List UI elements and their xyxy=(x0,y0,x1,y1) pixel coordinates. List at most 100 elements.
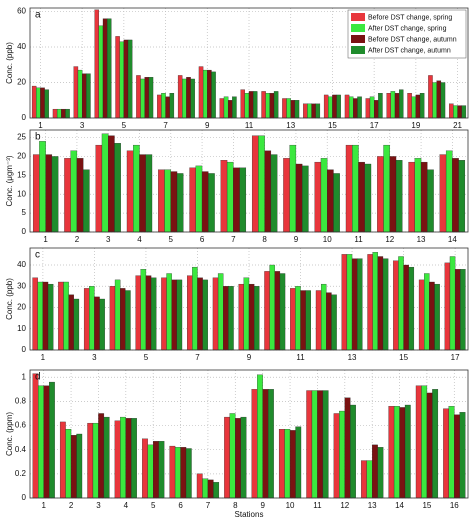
bar xyxy=(220,160,228,233)
y-tick-label: 0.6 xyxy=(15,421,27,430)
bar xyxy=(208,173,215,233)
bar xyxy=(458,160,466,233)
bar xyxy=(365,98,371,119)
bar xyxy=(32,277,38,351)
bar xyxy=(114,143,121,233)
x-tick-label: 1 xyxy=(43,235,48,244)
bar xyxy=(415,94,421,119)
bar xyxy=(418,279,425,351)
y-tick-label: 20 xyxy=(17,152,26,161)
bar xyxy=(258,135,265,233)
x-tick-label: 4 xyxy=(137,235,142,244)
bar xyxy=(306,390,313,499)
y-tick-label: 30 xyxy=(17,281,26,290)
bar xyxy=(198,66,204,119)
bar xyxy=(197,277,203,351)
bar xyxy=(182,78,187,119)
bar xyxy=(429,281,435,351)
bar xyxy=(404,404,411,499)
bar xyxy=(300,290,306,351)
bar xyxy=(386,93,391,119)
bar xyxy=(161,277,167,351)
y-tick-label: 5 xyxy=(22,208,27,217)
x-tick-label: 5 xyxy=(122,121,127,130)
bar xyxy=(140,269,147,351)
x-tick-label: 7 xyxy=(195,353,200,362)
bar xyxy=(65,108,70,119)
bar xyxy=(322,390,329,499)
bar xyxy=(415,385,422,499)
y-tick-label: 1 xyxy=(22,372,27,381)
bar xyxy=(228,286,234,351)
y-tick-label: 10 xyxy=(17,324,26,333)
bar xyxy=(227,100,233,119)
bar xyxy=(63,281,69,351)
bar xyxy=(213,482,220,499)
bar xyxy=(389,156,397,233)
x-tick-label: 21 xyxy=(453,121,462,130)
x-tick-label: 10 xyxy=(323,235,332,244)
bar xyxy=(294,100,300,119)
bar xyxy=(101,133,109,233)
bar xyxy=(339,410,345,499)
bar xyxy=(378,93,383,119)
x-tick-label: 14 xyxy=(448,235,457,244)
bar xyxy=(40,87,45,119)
bar xyxy=(131,418,137,499)
bar xyxy=(43,385,50,499)
bar xyxy=(240,89,245,119)
bar xyxy=(240,416,247,499)
bar xyxy=(177,75,183,119)
x-tick-label: 16 xyxy=(450,501,459,510)
bar xyxy=(58,281,64,351)
bar xyxy=(311,390,318,499)
bar xyxy=(269,264,275,351)
plot-frame xyxy=(29,369,469,499)
bar xyxy=(419,93,425,119)
bar xyxy=(333,173,340,233)
bar xyxy=(399,407,406,499)
bar xyxy=(377,256,384,351)
bar xyxy=(176,173,184,233)
x-tick-label: 13 xyxy=(368,501,377,510)
x-tick-label: 3 xyxy=(92,353,97,362)
bar xyxy=(295,426,302,499)
bar xyxy=(268,389,274,499)
bar xyxy=(357,258,363,351)
bar xyxy=(107,18,112,119)
bar xyxy=(56,108,62,119)
x-tick-label: 13 xyxy=(348,353,357,362)
bar xyxy=(142,438,148,499)
bar xyxy=(202,69,208,119)
bar xyxy=(290,100,296,119)
x-tick-label: 1 xyxy=(41,501,46,510)
bar xyxy=(226,161,234,233)
x-tick-label: 3 xyxy=(96,501,101,510)
bar xyxy=(139,154,146,233)
bar xyxy=(364,163,372,233)
bar xyxy=(115,36,120,119)
bar xyxy=(453,105,458,119)
bar xyxy=(257,374,263,499)
bar xyxy=(224,416,230,499)
bar xyxy=(350,404,356,499)
bar xyxy=(229,413,236,499)
bar xyxy=(284,429,291,499)
bar xyxy=(73,298,80,351)
bar xyxy=(307,103,312,119)
bar xyxy=(145,154,153,233)
bar xyxy=(125,418,132,499)
y-tick-label: 60 xyxy=(17,7,26,16)
bar xyxy=(399,89,404,119)
x-tick-label: 6 xyxy=(200,235,205,244)
x-tick-label: 11 xyxy=(296,353,305,362)
bar xyxy=(165,96,170,119)
bar xyxy=(278,429,285,499)
x-axis-label: Stations xyxy=(235,510,264,518)
bar xyxy=(377,156,384,233)
bar xyxy=(76,433,83,499)
bar xyxy=(136,75,141,119)
bar xyxy=(83,169,90,233)
x-tick-label: 1 xyxy=(38,121,43,130)
